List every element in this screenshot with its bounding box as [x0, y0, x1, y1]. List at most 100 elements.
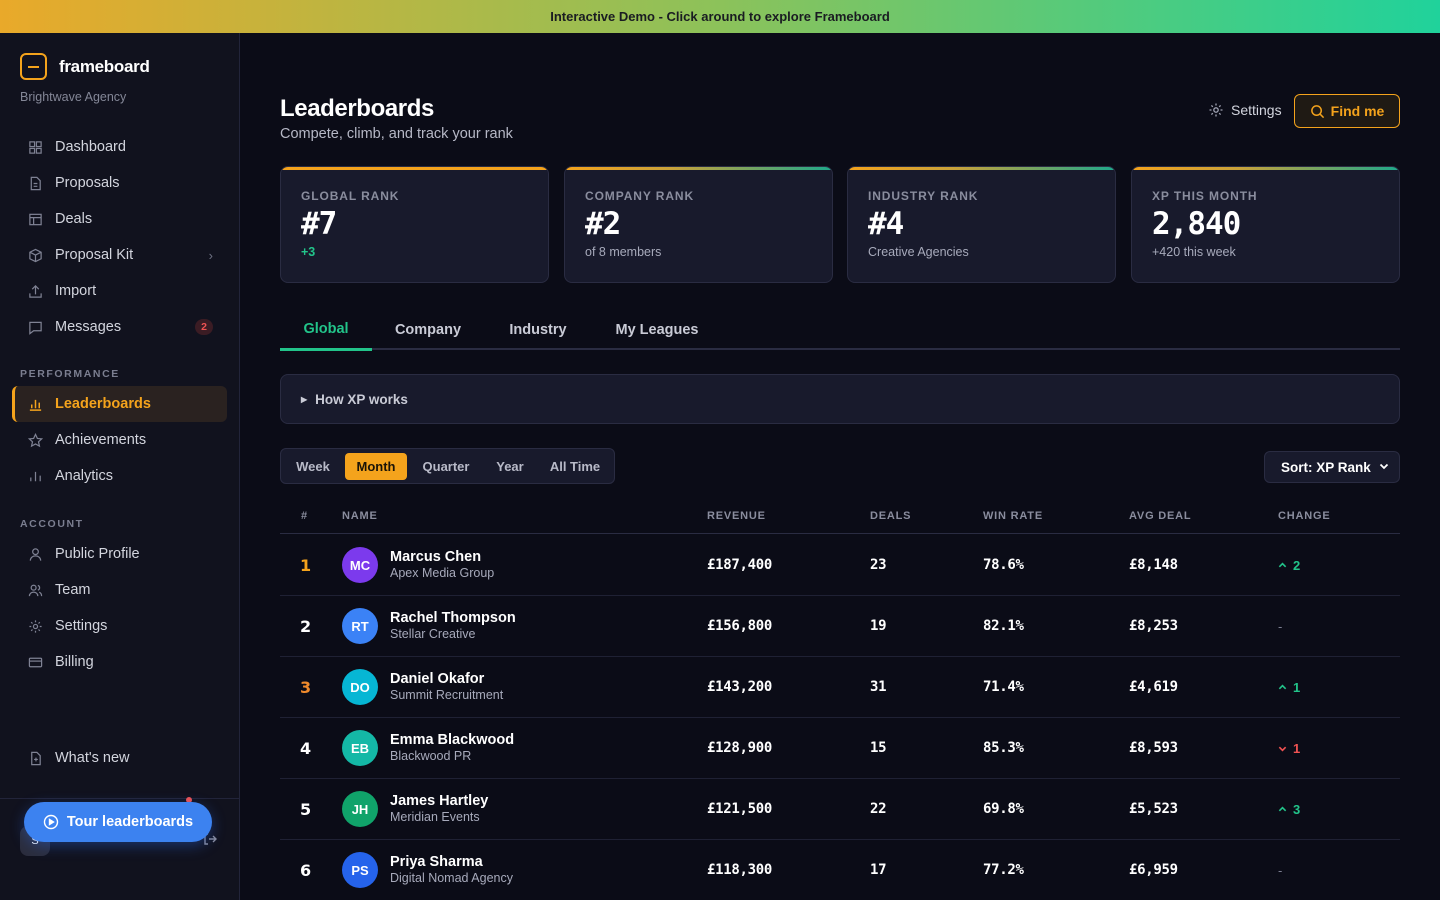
avatar[interactable]: MC: [342, 547, 378, 583]
stat-value: 2,840: [1152, 206, 1241, 242]
win-rate-value: 85.3%: [983, 740, 1024, 756]
table-row[interactable]: 1 MC Marcus Chen Apex Media Group £187,400 23…: [280, 535, 1400, 596]
period-quarter[interactable]: Quarter: [422, 459, 470, 474]
column-header-rank: #: [301, 510, 308, 522]
sort-select[interactable]: Sort: XP Rank: [1264, 451, 1400, 483]
stat-value: #7: [301, 206, 337, 242]
sidebar-item-dashboard[interactable]: Dashboard: [12, 129, 227, 165]
sidebar-item-public-profile[interactable]: Public Profile: [12, 536, 227, 572]
member-name[interactable]: Emma Blackwood: [390, 732, 515, 748]
deals-value: 19: [870, 618, 887, 634]
change-value: 2: [1293, 557, 1301, 573]
star-icon: [28, 432, 43, 448]
sidebar-item-leaderboards[interactable]: Leaderboards: [12, 386, 227, 422]
sidebar-item-proposal-kit[interactable]: Proposal Kit ›: [12, 237, 227, 273]
column-header-revenue[interactable]: REVENUE: [707, 510, 766, 522]
change-indicator: 3: [1278, 802, 1300, 817]
column-header-win-rate[interactable]: WIN RATE: [983, 510, 1043, 522]
settings-label: Settings: [1231, 102, 1282, 118]
table-row[interactable]: 6 PS Priya Sharma Digital Nomad Agency £118,…: [280, 840, 1400, 900]
sidebar-item-label: Analytics: [55, 468, 114, 484]
member-name-cell: Daniel Okafor Summit Recruitment: [390, 671, 503, 703]
stat-card-company-rank: COMPANY RANK #2 of 8 members: [564, 166, 833, 283]
member-name-cell: James Hartley Meridian Events: [390, 793, 488, 825]
column-header-name[interactable]: NAME: [342, 510, 378, 522]
sidebar-item-achievements[interactable]: Achievements: [12, 422, 227, 458]
rank-number: 3: [300, 677, 312, 697]
tab-global[interactable]: Global: [280, 309, 372, 351]
tab-company[interactable]: Company: [394, 321, 462, 338]
deals-value: 15: [870, 740, 887, 756]
avg-deal-value: £6,959: [1129, 862, 1178, 878]
member-name-cell: Marcus Chen Apex Media Group: [390, 549, 494, 581]
tab-industry[interactable]: Industry: [509, 321, 567, 338]
settings-button[interactable]: Settings: [1208, 102, 1282, 118]
sidebar-item-label: Import: [55, 283, 97, 299]
tab-my-leagues[interactable]: My Leagues: [615, 321, 699, 338]
column-header-avg-deal[interactable]: AVG DEAL: [1129, 510, 1192, 522]
sidebar-item-label: Messages: [55, 319, 122, 335]
column-header-deals[interactable]: DEALS: [870, 510, 912, 522]
sidebar-item-messages[interactable]: Messages 2: [12, 309, 227, 345]
sidebar-item-deals[interactable]: Deals: [12, 201, 227, 237]
avatar[interactable]: RT: [342, 608, 378, 644]
column-header-change[interactable]: CHANGE: [1278, 510, 1331, 522]
member-name[interactable]: James Hartley: [390, 793, 489, 809]
arrow-up-icon: [1278, 805, 1287, 814]
brand-name: frameboard: [59, 56, 150, 76]
member-name[interactable]: Marcus Chen: [390, 549, 482, 565]
performance-nav: Leaderboards Achievements Analytics: [12, 386, 227, 494]
sidebar-item-label: Leaderboards: [55, 396, 151, 412]
sidebar-item-proposals[interactable]: Proposals: [12, 165, 227, 201]
table-row[interactable]: 3 DO Daniel Okafor Summit Recruitment £143,2…: [280, 657, 1400, 718]
table-row[interactable]: 2 RT Rachel Thompson Stellar Creative £156,8…: [280, 596, 1400, 657]
sidebar-item-settings[interactable]: Settings: [12, 608, 227, 644]
sidebar-item-label: Achievements: [55, 432, 147, 448]
revenue-value: £128,900: [707, 740, 773, 756]
revenue-value: £118,300: [707, 862, 773, 878]
table-row[interactable]: 5 JH James Hartley Meridian Events £121,500 2…: [280, 779, 1400, 840]
avatar[interactable]: JH: [342, 791, 378, 827]
revenue-value: £143,200: [707, 679, 773, 695]
page-title: Leaderboards: [280, 95, 434, 122]
period-week[interactable]: Week: [296, 459, 330, 474]
gear-icon: [1209, 103, 1223, 117]
change-indicator: 1: [1278, 680, 1300, 695]
sidebar-item-analytics[interactable]: Analytics: [12, 458, 227, 494]
period-all-time[interactable]: All Time: [549, 459, 601, 474]
rank-number: 6: [300, 860, 312, 880]
stat-label: INDUSTRY RANK: [868, 189, 979, 203]
sidebar-item-team[interactable]: Team: [12, 572, 227, 608]
revenue-value: £156,800: [707, 618, 773, 634]
deals-value: 22: [870, 801, 887, 817]
avatar[interactable]: DO: [342, 669, 378, 705]
member-name[interactable]: Rachel Thompson: [390, 610, 516, 626]
avg-deal-value: £8,593: [1129, 740, 1178, 756]
leaderboard-tabs: Global Company Industry My Leagues: [280, 309, 1400, 351]
change-indicator: -: [1278, 619, 1282, 634]
avatar[interactable]: PS: [342, 852, 378, 888]
sidebar-item-label: Proposals: [55, 175, 120, 191]
arrow-up-icon: [1278, 561, 1287, 570]
sidebar-item-import[interactable]: Import: [12, 273, 227, 309]
sidebar-item-whats-new[interactable]: What's new: [12, 740, 227, 776]
table-header: # NAME REVENUE DEALS WIN RATE AVG DEAL C…: [280, 502, 1400, 534]
account-nav: Public Profile Team Settings Billing: [12, 536, 227, 680]
table-row[interactable]: 4 EB Emma Blackwood Blackwood PR £128,900 15 8…: [280, 718, 1400, 779]
sidebar-item-billing[interactable]: Billing: [12, 644, 227, 680]
stat-sub: of 8 members: [585, 245, 662, 259]
tour-leaderboards-button[interactable]: Tour leaderboards: [24, 802, 212, 842]
period-month[interactable]: Month: [345, 453, 407, 480]
member-name[interactable]: Daniel Okafor: [390, 671, 485, 687]
chevron-down-icon: [1379, 463, 1389, 470]
stat-value: #4: [868, 206, 904, 242]
member-name[interactable]: Priya Sharma: [390, 854, 483, 870]
sidebar-item-label: Deals: [55, 211, 93, 227]
avatar[interactable]: EB: [342, 730, 378, 766]
find-me-button[interactable]: Find me: [1294, 94, 1400, 128]
whats-new-nav: What's new: [12, 740, 227, 776]
period-year[interactable]: Year: [496, 459, 524, 474]
how-xp-works-toggle[interactable]: ▶ How XP works: [280, 374, 1400, 424]
stat-label: XP THIS MONTH: [1152, 189, 1258, 203]
brand[interactable]: frameboard: [20, 53, 150, 80]
